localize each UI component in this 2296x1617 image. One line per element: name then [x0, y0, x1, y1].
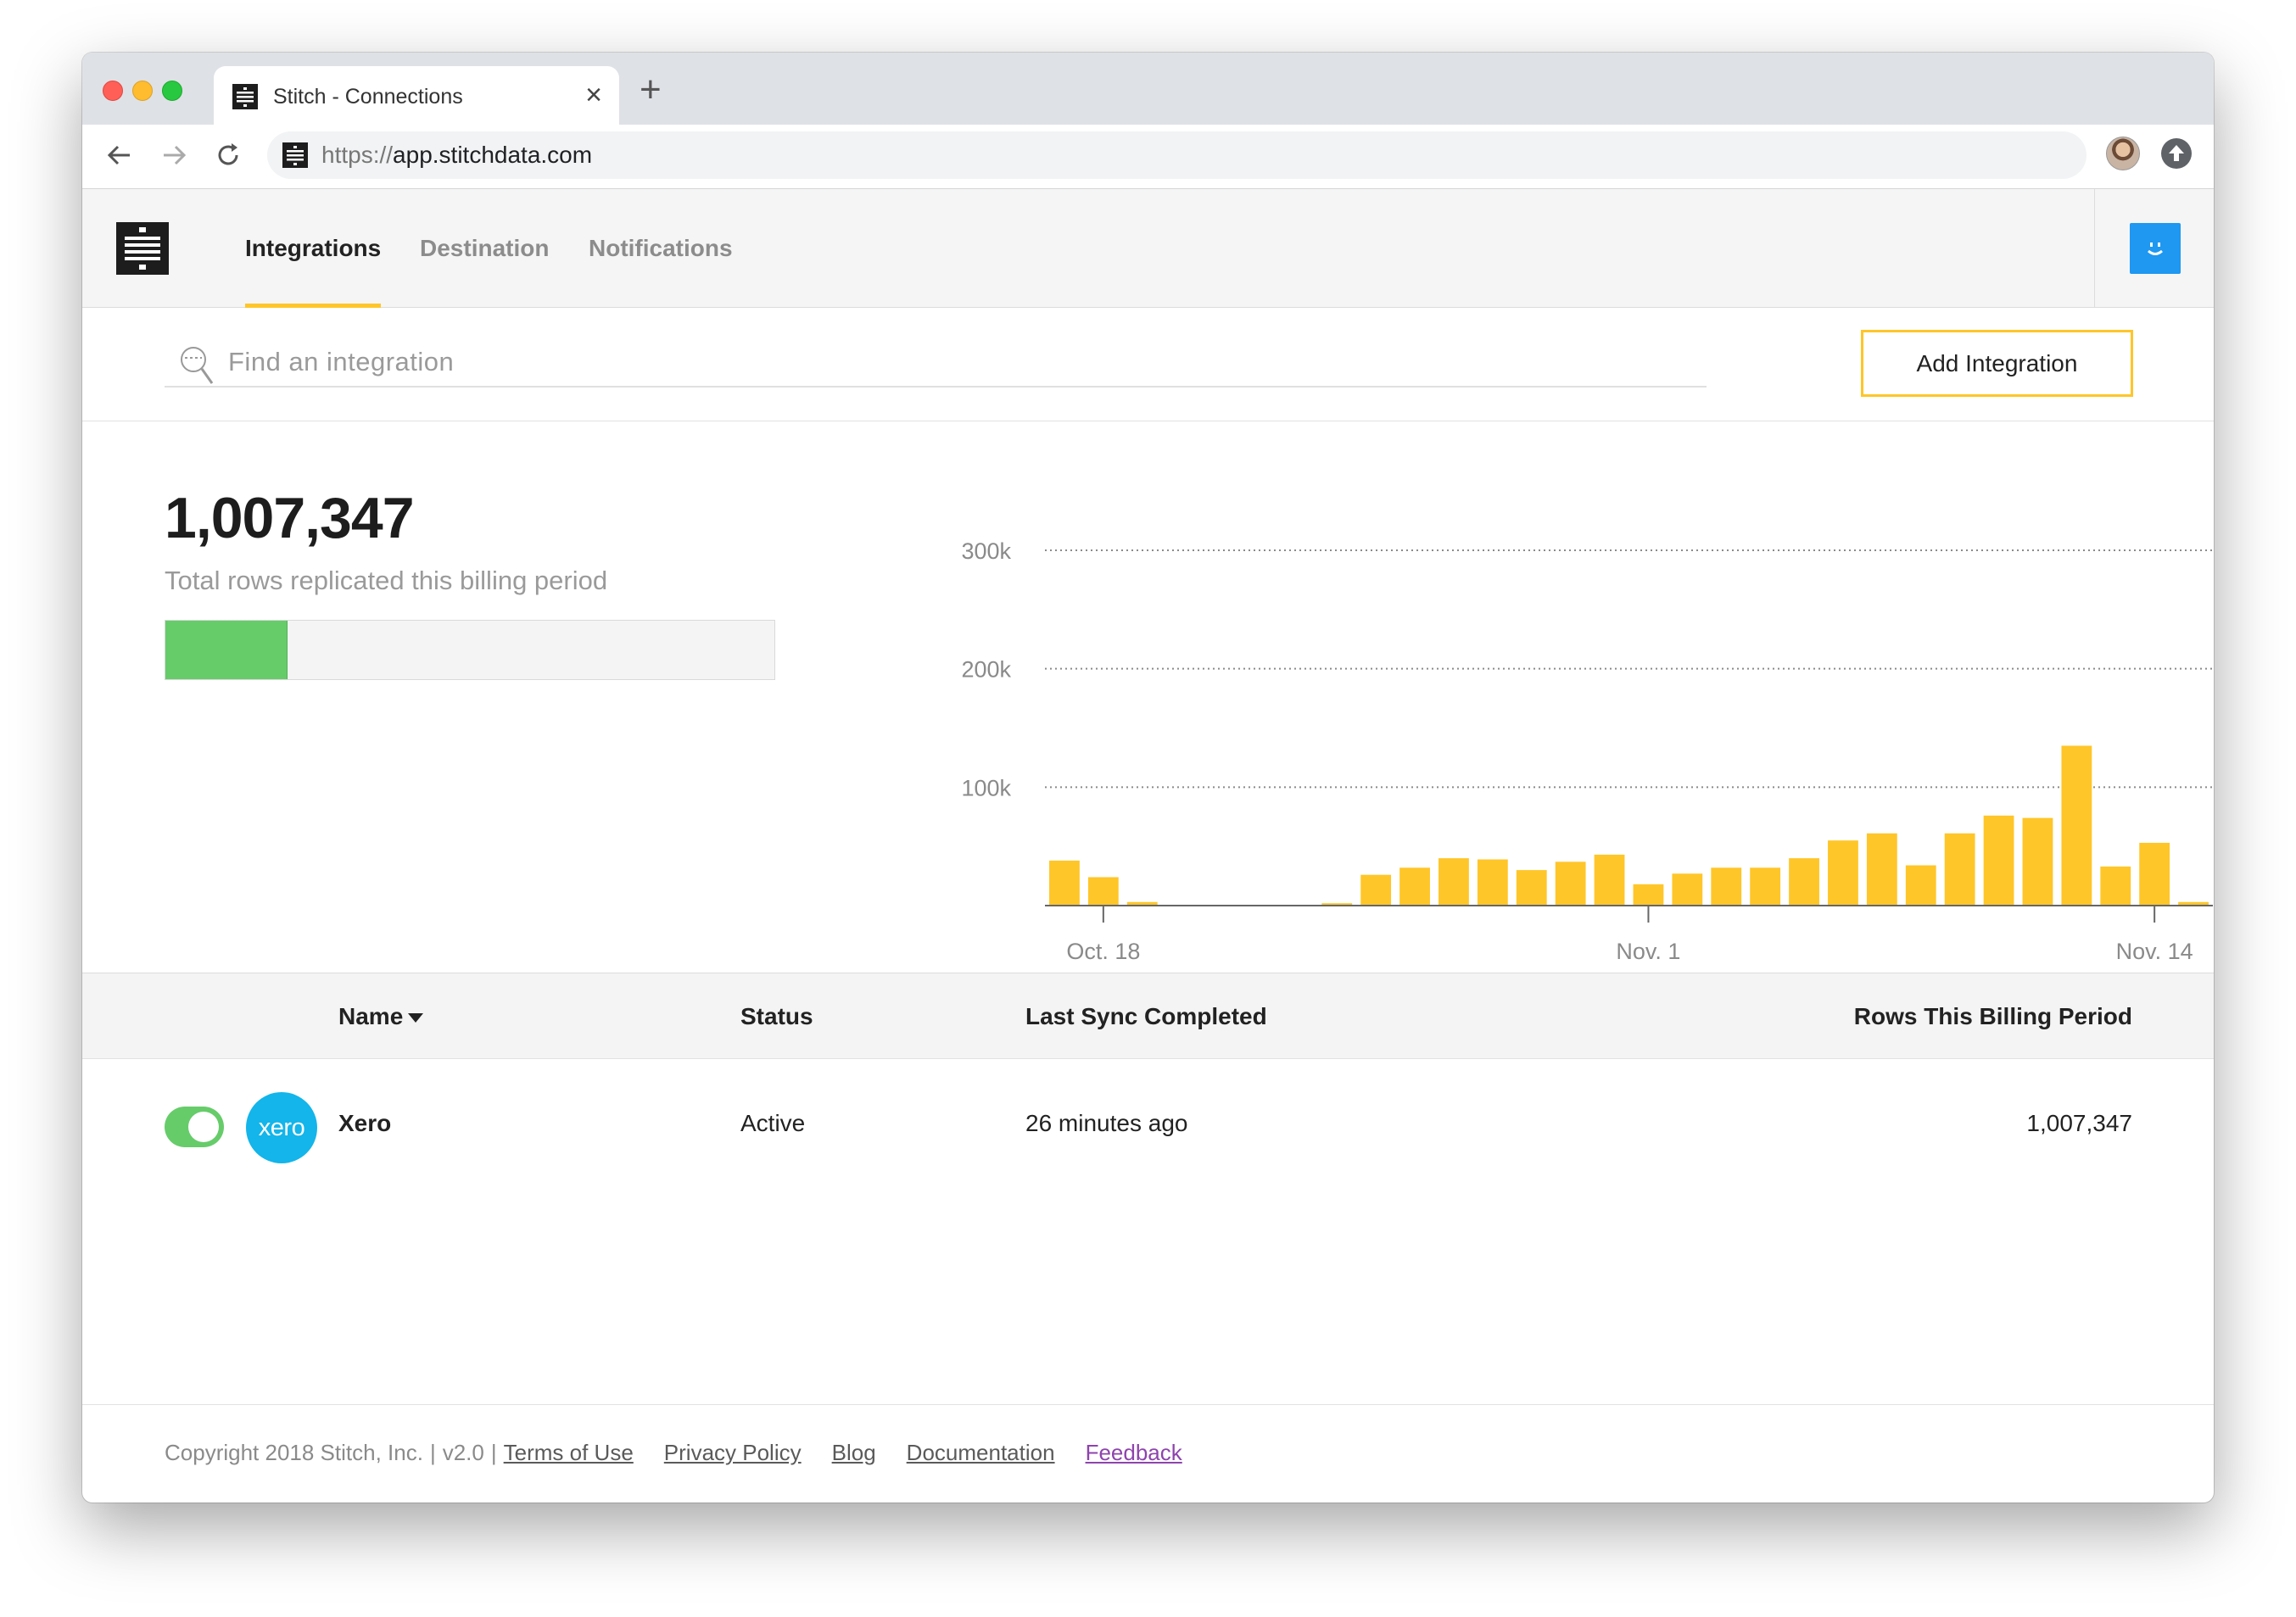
browser-window: Stitch - Connections × + https://app.sti… — [82, 53, 2214, 1503]
integration-status: Active — [740, 1110, 806, 1136]
footer-link-feedback[interactable]: Feedback — [1085, 1440, 1182, 1465]
x-tick-label: Oct. 18 — [1066, 939, 1140, 964]
column-header-name[interactable]: Name — [338, 973, 424, 1060]
stitch-favicon-icon — [282, 142, 308, 168]
usage-progress-bar — [165, 620, 775, 680]
column-header-last-sync[interactable]: Last Sync Completed — [1025, 1003, 1267, 1029]
integration-toggle[interactable] — [165, 1107, 224, 1147]
arrow-left-icon[interactable] — [103, 138, 137, 172]
chart-bar[interactable] — [2061, 745, 2092, 906]
browser-tab[interactable]: Stitch - Connections × — [214, 66, 619, 125]
chart-bar[interactable] — [1905, 865, 1936, 906]
total-rows-label: Total rows replicated this billing perio… — [165, 566, 608, 595]
column-header-status[interactable]: Status — [740, 1003, 813, 1029]
new-tab-icon[interactable]: + — [640, 69, 662, 110]
total-rows-value: 1,007,347 — [165, 486, 415, 550]
chart-bar[interactable] — [1866, 833, 1897, 906]
browser-toolbar: https://app.stitchdata.com — [82, 125, 2214, 189]
table-row[interactable]: xero Xero Active 26 minutes ago 1,007,34… — [82, 1060, 2214, 1187]
column-header-rows[interactable]: Rows This Billing Period — [1853, 1003, 2132, 1029]
y-tick-label: 100k — [961, 775, 1011, 800]
chart-bar[interactable] — [2178, 901, 2209, 906]
magnifier-icon — [181, 347, 214, 384]
app-header: Integrations Destination Notifications — [82, 189, 2214, 308]
x-tick-label: Nov. 1 — [1616, 939, 1680, 964]
chart-bar[interactable] — [2139, 842, 2170, 906]
stitch-favicon-icon — [232, 84, 258, 109]
footer-separator: | — [429, 1440, 436, 1465]
copyright-text: Copyright 2018 Stitch, Inc. — [165, 1440, 423, 1465]
chart-bar[interactable] — [1087, 877, 1119, 906]
toggle-knob — [188, 1112, 219, 1142]
active-tab-underline — [245, 304, 382, 308]
search-input[interactable] — [228, 341, 1670, 383]
chart-bar[interactable] — [1983, 815, 2014, 906]
integration-name[interactable]: Xero — [338, 1110, 392, 1136]
search-field — [165, 339, 1707, 388]
table-header: Name Status Last Sync Completed Rows Thi… — [82, 973, 2214, 1059]
tab-destination[interactable]: Destination — [420, 235, 550, 261]
tab-notifications[interactable]: Notifications — [589, 235, 733, 261]
chart-bar[interactable] — [1049, 860, 1080, 906]
stitch-logo-icon[interactable] — [116, 222, 169, 275]
chart-bar[interactable] — [1594, 854, 1625, 906]
chart-bar[interactable] — [1711, 867, 1742, 906]
header-divider — [2094, 189, 2095, 308]
chart-bar[interactable] — [2022, 817, 2053, 906]
footer-link-privacy[interactable]: Privacy Policy — [663, 1440, 802, 1465]
chart-bar[interactable] — [1126, 901, 1158, 906]
profile-avatar[interactable] — [2106, 137, 2140, 170]
search-row: Add Integration — [82, 309, 2214, 421]
tab-strip: Stitch - Connections × + — [82, 53, 2214, 125]
usage-progress-fill — [165, 621, 288, 679]
chart-bar[interactable] — [1789, 858, 1819, 906]
chart-bar[interactable] — [2100, 866, 2131, 906]
footer-link-terms[interactable]: Terms of Use — [503, 1440, 634, 1465]
version-text: v2.0 — [442, 1440, 484, 1465]
smiley-icon — [2148, 243, 2163, 255]
chart-bar[interactable] — [1438, 858, 1469, 906]
minimize-window-button[interactable] — [132, 81, 153, 101]
footer-link-documentation[interactable]: Documentation — [906, 1440, 1055, 1465]
tab-title: Stitch - Connections — [273, 85, 463, 109]
chart-bar[interactable] — [1944, 833, 1975, 906]
chart-bar[interactable] — [1672, 873, 1703, 906]
y-tick-label: 200k — [961, 657, 1011, 683]
integration-last-sync: 26 minutes ago — [1025, 1110, 1188, 1136]
footer-content: Copyright 2018 Stitch, Inc. | v2.0 | Terms o… — [165, 1440, 1213, 1466]
arrow-right-icon[interactable] — [157, 138, 191, 172]
footer: Copyright 2018 Stitch, Inc. | v2.0 | Terms o… — [82, 1404, 2214, 1503]
footer-separator: | — [490, 1440, 497, 1465]
chart-bar[interactable] — [1633, 884, 1664, 906]
chart-bar[interactable] — [1828, 840, 1858, 906]
integration-rows: 1,007,347 — [2026, 1110, 2132, 1136]
chart-bar[interactable] — [1555, 861, 1586, 906]
maximize-window-button[interactable] — [162, 81, 182, 101]
chart-bar[interactable] — [1477, 859, 1508, 906]
address-bar[interactable]: https://app.stitchdata.com — [267, 131, 2087, 179]
chart-bar[interactable] — [1360, 874, 1392, 906]
chart-bar[interactable] — [1321, 903, 1353, 906]
sort-caret-icon — [408, 1013, 424, 1023]
y-tick-label: 300k — [961, 538, 1011, 564]
xero-logo: xero — [246, 1092, 317, 1163]
add-integration-button[interactable]: Add Integration — [1861, 330, 2133, 397]
reload-icon[interactable] — [211, 138, 245, 172]
tab-integrations[interactable]: Integrations — [245, 189, 382, 308]
upload-icon[interactable] — [2161, 138, 2192, 169]
close-tab-icon[interactable]: × — [585, 79, 602, 111]
chart-bar[interactable] — [1750, 867, 1781, 906]
chart-bar[interactable] — [1399, 867, 1430, 906]
user-menu-button[interactable] — [2130, 223, 2181, 274]
footer-link-blog[interactable]: Blog — [831, 1440, 876, 1465]
x-tick-label: Nov. 14 — [2116, 939, 2193, 964]
chart-bar[interactable] — [1516, 870, 1547, 906]
close-window-button[interactable] — [103, 81, 123, 101]
rows-replicated-chart: 100k 200k 300k Oct. 18 Nov. 1 Nov. 14 — [961, 538, 2213, 964]
url-text: https://app.stitchdata.com — [321, 142, 593, 168]
